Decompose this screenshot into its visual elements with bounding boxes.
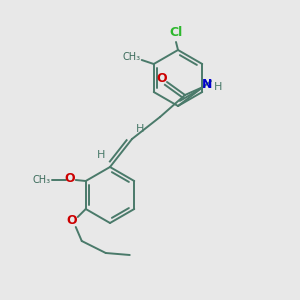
Text: O: O (64, 172, 75, 185)
Text: O: O (66, 214, 77, 227)
Text: N: N (202, 79, 212, 92)
Text: H: H (97, 150, 105, 160)
Text: O: O (157, 71, 167, 85)
Text: CH₃: CH₃ (33, 175, 51, 185)
Text: Cl: Cl (169, 26, 183, 40)
Text: H: H (136, 124, 144, 134)
Text: CH₃: CH₃ (123, 52, 141, 62)
Text: H: H (214, 82, 222, 92)
